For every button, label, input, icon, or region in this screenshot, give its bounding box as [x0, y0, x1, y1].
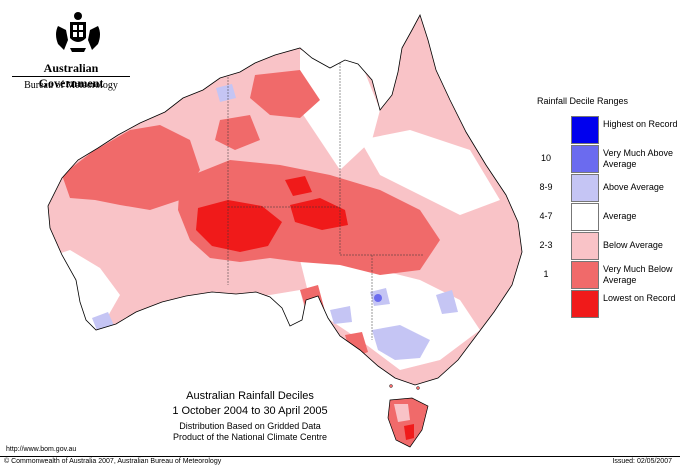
legend-item: 2-3 Below Average: [533, 232, 673, 260]
legend-swatch: [571, 290, 599, 318]
issued-date: Issued: 02/05/2007: [612, 458, 672, 465]
above-average-region-coast: [436, 290, 458, 314]
map-product: Product of the National Climate Centre: [172, 432, 328, 442]
tasmania: [387, 397, 429, 448]
above-average-region-gulf: [330, 306, 352, 324]
legend-code: 10: [540, 153, 551, 163]
lowest-on-record-region-east: [290, 198, 348, 230]
legend-code: 4-7: [539, 211, 553, 221]
legend-item: 10 Very Much Above Average: [533, 145, 673, 173]
legend-code: 8-9: [539, 182, 553, 192]
very-much-below-region-kimberley: [215, 115, 260, 150]
legend-swatch: [571, 203, 599, 231]
legend-swatch: [571, 145, 599, 173]
very-much-below-region-north: [250, 70, 320, 118]
legend-item: Lowest on Record: [533, 290, 676, 318]
legend-label: Above Average: [603, 182, 664, 192]
government-name: Australian Government: [38, 61, 104, 90]
legend-swatch: [571, 116, 599, 144]
legend-label: Very Much Above Average: [603, 148, 674, 169]
island: [389, 384, 393, 388]
legend-item: Highest on Record: [533, 116, 678, 144]
legend-item: 4-7 Average: [533, 203, 673, 231]
government-logo: [8, 8, 138, 98]
legend-item: 8-9 Above Average: [533, 174, 673, 202]
legend-title: Rainfall Decile Ranges: [537, 96, 629, 106]
average-region-bight: [240, 290, 310, 330]
legend-code: 1: [543, 269, 549, 279]
average-region-southeast: [300, 250, 480, 370]
bureau-name: Bureau of Meteorology: [24, 80, 118, 91]
legend-label: Highest on Record: [603, 119, 678, 129]
very-much-below-region-west: [62, 125, 200, 210]
legend-label: Very Much Below Average: [603, 264, 673, 285]
legend-label: Average: [603, 211, 637, 221]
lowest-on-record-region-central: [196, 200, 282, 252]
legend-label: Below Average: [603, 240, 663, 250]
website-link[interactable]: http://www.bom.gov.au: [6, 446, 77, 453]
legend-swatch: [571, 232, 599, 260]
legend-item: 1 Very Much Below Average: [533, 261, 673, 289]
legend-code: 2-3: [539, 240, 553, 250]
above-average-region-victoria: [372, 325, 430, 360]
legend-swatch: [571, 261, 599, 289]
very-much-above-region-inland: [374, 294, 382, 302]
map-title: Australian Rainfall Deciles: [186, 390, 314, 402]
island: [416, 386, 420, 390]
above-average-region-top-end: [216, 84, 236, 102]
map-method: Distribution Based on Gridded Data: [179, 421, 321, 431]
logo-divider: [12, 76, 130, 77]
footer: © Commonwealth of Australia 2007, Austra…: [0, 456, 680, 468]
copyright-text: © Commonwealth of Australia 2007, Austra…: [4, 458, 222, 465]
lowest-on-record-region-north: [285, 176, 312, 196]
average-region-queensland: [360, 130, 500, 215]
map-period: 1 October 2004 to 30 April 2005: [172, 405, 328, 417]
legend-swatch: [571, 174, 599, 202]
legend-label: Lowest on Record: [603, 293, 676, 303]
state-borders: [227, 60, 424, 340]
coat-of-arms-icon: [56, 12, 100, 52]
